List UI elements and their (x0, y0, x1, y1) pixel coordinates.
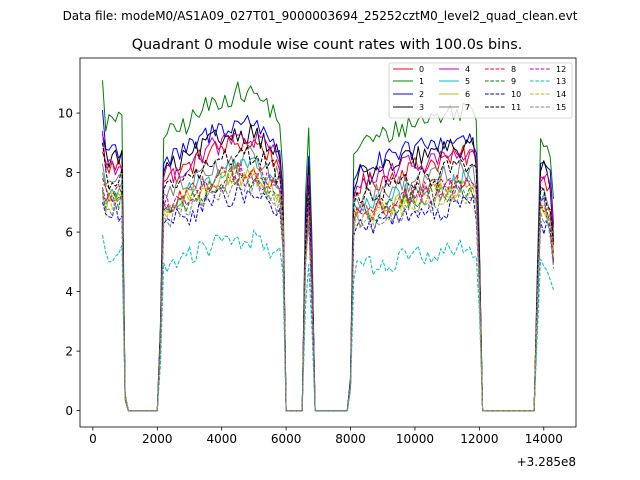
legend-label-8: 8 (511, 65, 516, 74)
legend-label-1: 1 (419, 77, 424, 86)
x-axis-ticks: 0 2000 4000 6000 8000 10000 12000 14000 (89, 427, 563, 446)
y-axis-ticks: 0 2 4 6 8 10 (58, 106, 80, 418)
y-tick-label: 8 (65, 166, 73, 180)
x-tick-label: 6000 (271, 432, 302, 446)
legend-label-4: 4 (465, 65, 470, 74)
y-tick-label: 2 (65, 344, 73, 358)
x-tick-label: 12000 (460, 432, 498, 446)
legend-label-0: 0 (419, 65, 424, 74)
legend-label-7: 7 (465, 103, 470, 112)
chart-supertitle: Data file: modeM0/AS1A09_027T01_90000036… (63, 9, 578, 23)
legend-label-15: 15 (556, 103, 566, 112)
legend-label-13: 13 (556, 77, 566, 86)
x-offset-label: +3.285e8 (517, 455, 576, 469)
chart-title: Quadrant 0 module wise count rates with … (132, 37, 523, 53)
x-tick-label: 14000 (525, 432, 563, 446)
x-tick-label: 0 (89, 432, 97, 446)
legend-label-6: 6 (465, 90, 470, 99)
legend-label-14: 14 (556, 90, 566, 99)
legend-box (388, 62, 573, 119)
x-tick-label: 2000 (142, 432, 173, 446)
x-tick-label: 4000 (206, 432, 237, 446)
y-tick-label: 6 (65, 225, 73, 239)
series-line-15 (102, 179, 554, 412)
legend-label-12: 12 (556, 65, 566, 74)
x-tick-label: 8000 (335, 432, 366, 446)
legend-label-5: 5 (465, 77, 470, 86)
y-tick-label: 0 (65, 404, 73, 418)
x-tick-label: 10000 (396, 432, 434, 446)
legend-label-11: 11 (511, 103, 521, 112)
plot-frame (79, 57, 577, 428)
legend-label-2: 2 (419, 90, 424, 99)
legend-label-10: 10 (511, 90, 521, 99)
legend-label-3: 3 (419, 103, 424, 112)
series-lines (102, 80, 554, 412)
y-tick-label: 4 (65, 285, 73, 299)
series-line-13 (102, 229, 554, 412)
legend-label-9: 9 (511, 77, 516, 86)
y-tick-label: 10 (58, 106, 73, 120)
series-line-11 (102, 142, 554, 412)
